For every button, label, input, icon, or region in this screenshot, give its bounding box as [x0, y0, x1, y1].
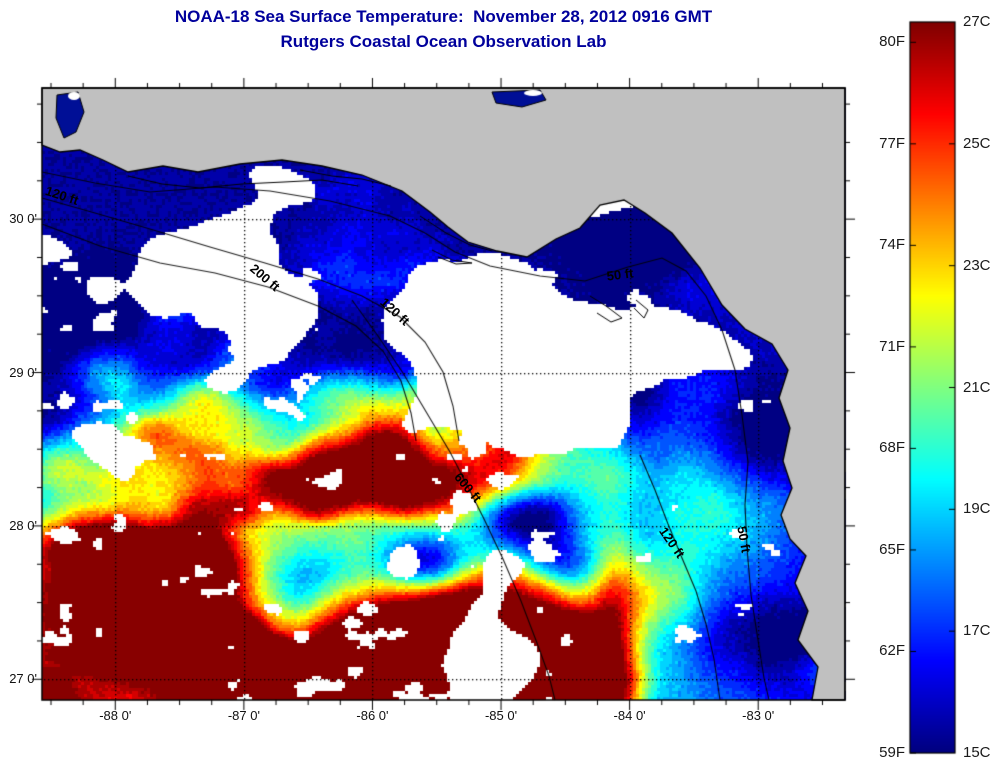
- x-tick-label: -84 0': [613, 708, 646, 723]
- y-tick-label: 30 0': [9, 211, 37, 227]
- x-tick-label: -87 0': [227, 708, 260, 723]
- y-tick-label: 27 0': [9, 671, 37, 687]
- x-tick-label: -86 0': [356, 708, 389, 723]
- colorbar-c-label: 23C: [963, 256, 991, 274]
- colorbar-f-label: 80F: [879, 33, 905, 51]
- x-tick-label: -83 0': [742, 708, 775, 723]
- colorbar-c-label: 15C: [963, 744, 991, 761]
- colorbar-f-label: 71F: [879, 337, 905, 355]
- colorbar-f-label: 65F: [879, 540, 905, 558]
- colorbar-f-label: 77F: [879, 134, 905, 152]
- colorbar-f-label: 62F: [879, 642, 905, 660]
- y-tick-label: 29 0': [9, 364, 37, 380]
- colorbar-f-label: 74F: [879, 236, 905, 254]
- x-tick-label: -88 0': [99, 708, 132, 723]
- map-subtitle: Rutgers Coastal Ocean Observation Lab: [280, 32, 607, 51]
- y-tick-label: 28 0': [9, 517, 37, 533]
- colorbar-c-label: 19C: [963, 500, 991, 518]
- colorbar-c-label: 25C: [963, 134, 991, 152]
- x-tick-label: -85 0': [484, 708, 518, 723]
- colorbar-c-label: 21C: [963, 378, 991, 396]
- colorbar-c-label: 27C: [963, 13, 991, 30]
- colorbar-c-label: 17C: [963, 622, 991, 640]
- colorbar-f-label: 59F: [879, 744, 905, 761]
- colorbar-f-label: 68F: [879, 439, 905, 457]
- map-title: NOAA-18 Sea Surface Temperature: Novembe…: [174, 7, 713, 26]
